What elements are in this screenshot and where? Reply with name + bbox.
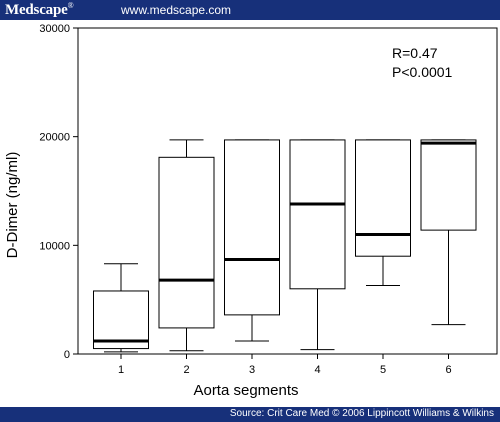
footer-bar: Source: Crit Care Med © 2006 Lippincott … [0,407,500,422]
source-citation: Source: Crit Care Med © 2006 Lippincott … [229,408,494,419]
y-tick-label: 20000 [39,132,70,144]
y-tick: 10000 [39,240,78,252]
box-iqr [93,290,149,350]
y-tick-label: 0 [64,349,70,361]
x-tick: 5 [380,354,386,376]
x-tick: 2 [183,354,190,376]
box-iqr [420,139,477,231]
box-1 [93,263,149,353]
correlation-annotation: R=0.47 [392,45,438,61]
box-iqr [158,156,215,329]
medscape-logo[interactable]: Medscape® [5,1,74,18]
box-5 [355,139,411,287]
x-tick-label: 1 [118,364,124,376]
y-axis-label: D-Dimer (ng/ml) [4,152,21,259]
header-bar: Medscape® www.medscape.com [0,0,500,20]
box-2 [158,139,215,352]
box-iqr [355,139,411,257]
x-tick-label: 4 [314,364,320,376]
y-tick: 30000 [39,23,78,35]
x-tick: 1 [118,354,124,376]
box-iqr [224,139,280,316]
x-axis-label: Aorta segments [193,382,298,399]
x-tick: 6 [445,354,452,376]
x-tick-label: 6 [445,364,451,376]
box-iqr [289,139,346,290]
p-value-annotation: P<0.0001 [392,64,453,80]
y-tick-label: 10000 [39,240,70,252]
site-url[interactable]: www.medscape.com [121,3,232,17]
x-tick-label: 5 [380,364,386,376]
x-tick-label: 3 [249,364,255,376]
x-tick: 3 [249,354,255,376]
box-3 [224,139,280,342]
y-tick: 0 [64,349,78,361]
x-tick: 4 [314,354,321,376]
box-4 [289,139,346,351]
plot-frame [77,27,498,355]
x-tick-label: 2 [183,364,189,376]
y-tick-label: 30000 [39,23,70,35]
box-6 [420,139,477,326]
y-tick: 20000 [39,132,78,144]
